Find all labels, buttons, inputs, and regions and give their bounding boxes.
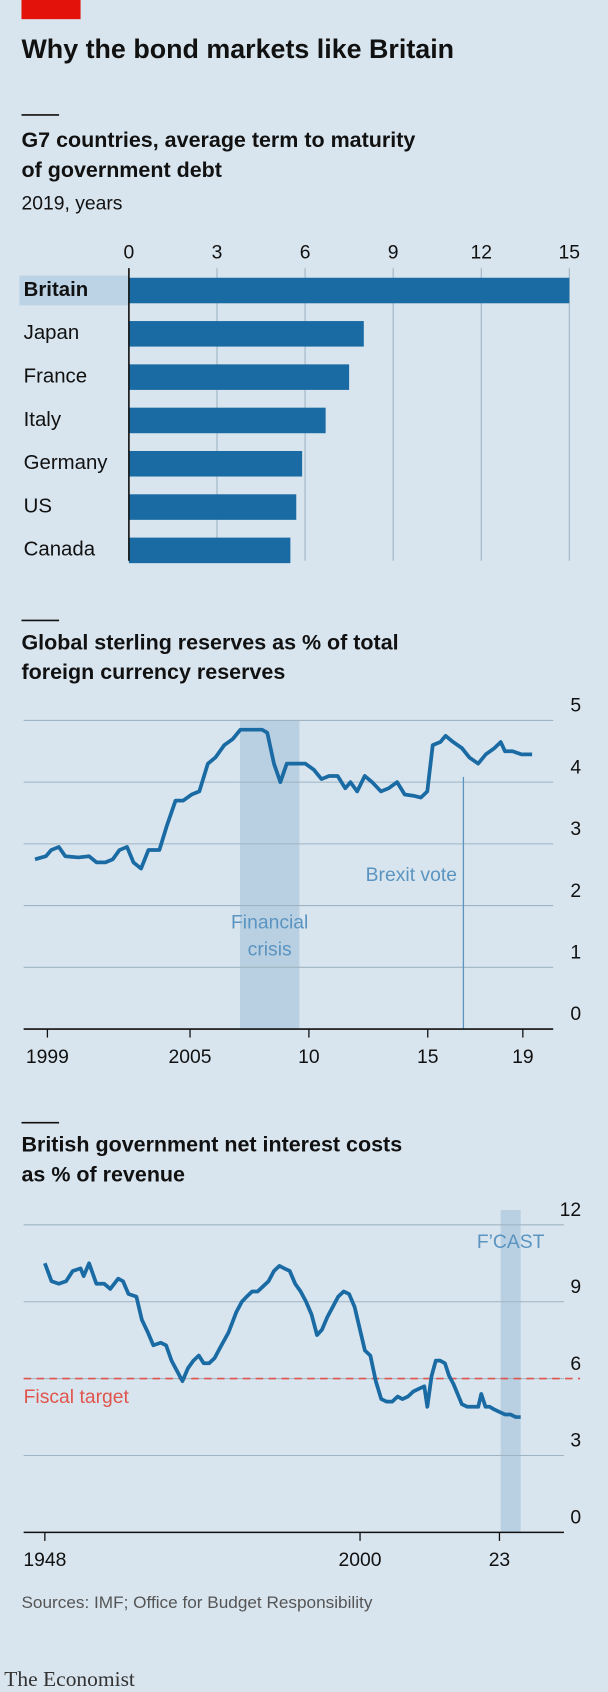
region-label: crisis — [248, 939, 292, 960]
x-tick-label: 10 — [298, 1047, 320, 1068]
shaded-region — [239, 720, 300, 1030]
x-tick-label: 2000 — [339, 1550, 382, 1571]
category-label: Italy — [24, 409, 62, 431]
chart-title: as % of revenue — [21, 1163, 185, 1187]
data-line — [43, 1261, 521, 1419]
bar — [128, 537, 291, 564]
x-tick-label: 1999 — [26, 1047, 69, 1068]
chart-title: Global sterling reserves as % of total — [21, 631, 398, 655]
y-tick-label: 4 — [570, 757, 581, 778]
chart-subtitle: 2019, years — [21, 193, 122, 214]
category-label: Britain — [24, 279, 89, 301]
region-label: F’CAST — [477, 1232, 545, 1253]
x-tick-label: 12 — [470, 242, 492, 263]
category-label: US — [24, 495, 52, 517]
bar — [128, 364, 350, 390]
y-tick-label: 2 — [570, 881, 581, 902]
chart-title: of government debt — [21, 158, 221, 182]
bar — [128, 407, 326, 434]
bar — [128, 450, 303, 477]
chart-title: foreign currency reserves — [21, 660, 285, 684]
highlight-band — [19, 275, 129, 306]
source: Sources: IMF; Office for Budget Responsi… — [21, 1593, 372, 1612]
chart-title: British government net interest costs — [21, 1133, 402, 1157]
y-tick-label: 12 — [560, 1200, 582, 1221]
x-tick-label: 9 — [388, 242, 399, 263]
y-tick-label: 0 — [570, 1508, 581, 1529]
category-label: Japan — [24, 322, 80, 344]
x-tick-label: 1948 — [23, 1550, 66, 1571]
category-label: France — [24, 366, 87, 388]
y-tick-label: 1 — [570, 943, 581, 964]
x-tick-label: 6 — [300, 242, 311, 263]
page-title: Why the bond markets like Britain — [21, 34, 454, 64]
x-tick-label: 0 — [124, 242, 135, 263]
x-tick-label: 15 — [417, 1047, 439, 1068]
x-tick-label: 19 — [512, 1047, 534, 1068]
region-label: Financial — [231, 913, 308, 934]
red-tag — [21, 0, 81, 20]
y-tick-label: 3 — [570, 819, 581, 840]
y-tick-label: 5 — [570, 696, 581, 717]
event-label: Brexit vote — [366, 865, 457, 886]
bar — [128, 277, 570, 304]
reference-label: Fiscal target — [24, 1387, 130, 1408]
bar — [128, 494, 297, 520]
x-tick-label: 3 — [212, 242, 223, 263]
y-tick-label: 0 — [570, 1004, 581, 1025]
y-tick-label: 6 — [570, 1354, 581, 1375]
y-tick-label: 3 — [570, 1431, 581, 1452]
brand: The Economist — [4, 1667, 135, 1691]
chart-title: G7 countries, average term to maturity — [21, 128, 415, 152]
x-tick-label: 15 — [559, 242, 581, 263]
category-label: Canada — [24, 539, 96, 561]
y-tick-label: 9 — [570, 1277, 581, 1298]
bar — [128, 321, 364, 347]
x-tick-label: 2005 — [169, 1047, 212, 1068]
x-tick-label: 23 — [489, 1550, 511, 1571]
shaded-region — [500, 1209, 521, 1533]
data-line — [34, 727, 533, 871]
category-label: Germany — [24, 452, 109, 474]
